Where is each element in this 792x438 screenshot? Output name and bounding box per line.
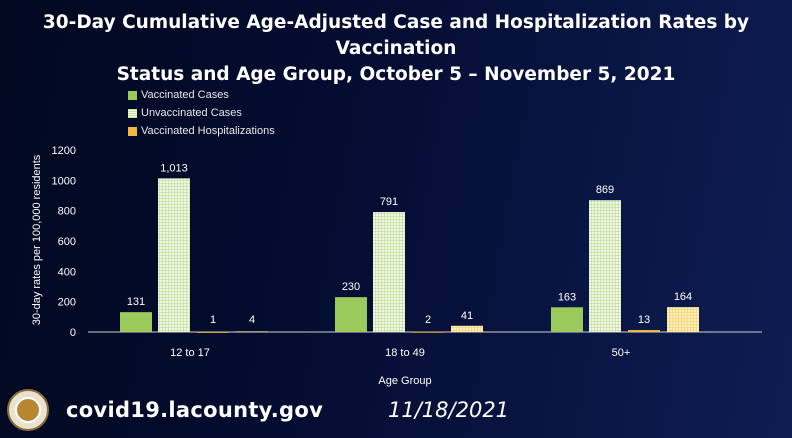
legend-item: Vaccinated Hospitalizations [128, 122, 275, 140]
y-tick-label: 400 [58, 266, 76, 278]
legend-label: Unvaccinated Cases [141, 107, 242, 119]
x-tick-label: 12 to 17 [170, 347, 210, 359]
report-date: 11/18/2021 [388, 398, 510, 422]
data-label: 791 [380, 196, 398, 208]
data-label: 164 [674, 291, 692, 303]
bar [667, 307, 699, 332]
title-line-1: 30-Day Cumulative Age-Adjusted Case and … [42, 12, 750, 59]
data-label: 230 [342, 281, 360, 293]
y-tick-label: 200 [58, 297, 76, 309]
legend-item: Vaccinated Cases [128, 86, 275, 104]
bar [158, 178, 190, 332]
x-tick-label: 18 to 49 [385, 347, 425, 359]
title-line-2: Status and Age Group, October 5 – Novemb… [116, 64, 676, 85]
y-tick-label: 600 [58, 236, 76, 248]
legend-label: Vaccinated Hospitalizations [141, 125, 275, 137]
data-label: 13 [638, 314, 650, 326]
bar [120, 312, 152, 332]
y-tick-label: 800 [58, 206, 76, 218]
legend-item: Unvaccinated Cases [128, 104, 275, 122]
legend: Vaccinated Cases Unvaccinated Cases Vacc… [128, 86, 275, 140]
y-axis-label: 30-day rates per 100,000 residents [31, 154, 43, 325]
data-label: 2 [425, 314, 431, 326]
chart-title: 30-Day Cumulative Age-Adjusted Case and … [0, 10, 792, 88]
legend-swatch [128, 108, 137, 118]
y-tick-label: 1000 [52, 175, 76, 187]
bar [628, 330, 660, 332]
legend-swatch [128, 90, 137, 100]
bar [335, 297, 367, 332]
bar [236, 331, 268, 333]
bar [451, 325, 483, 332]
bar [197, 331, 229, 333]
bar [589, 200, 621, 332]
data-label: 163 [558, 291, 576, 303]
data-label: 869 [596, 184, 614, 196]
bar [373, 212, 405, 332]
county-seal-logo [7, 389, 49, 431]
bar [412, 331, 444, 333]
x-axis-label: Age Group [378, 375, 431, 387]
data-label: 4 [249, 314, 255, 326]
data-label: 41 [461, 310, 473, 322]
y-tick-label: 0 [70, 327, 76, 339]
data-label: 1 [210, 314, 216, 326]
x-tick-label: 50+ [612, 347, 631, 359]
legend-label: Vaccinated Cases [141, 89, 229, 101]
data-label: 1,013 [160, 162, 188, 174]
legend-swatch [128, 126, 137, 136]
website-url[interactable]: covid19.lacounty.gov [66, 398, 324, 422]
y-tick-label: 1200 [52, 145, 76, 157]
bar [551, 307, 583, 332]
data-label: 131 [127, 296, 145, 308]
